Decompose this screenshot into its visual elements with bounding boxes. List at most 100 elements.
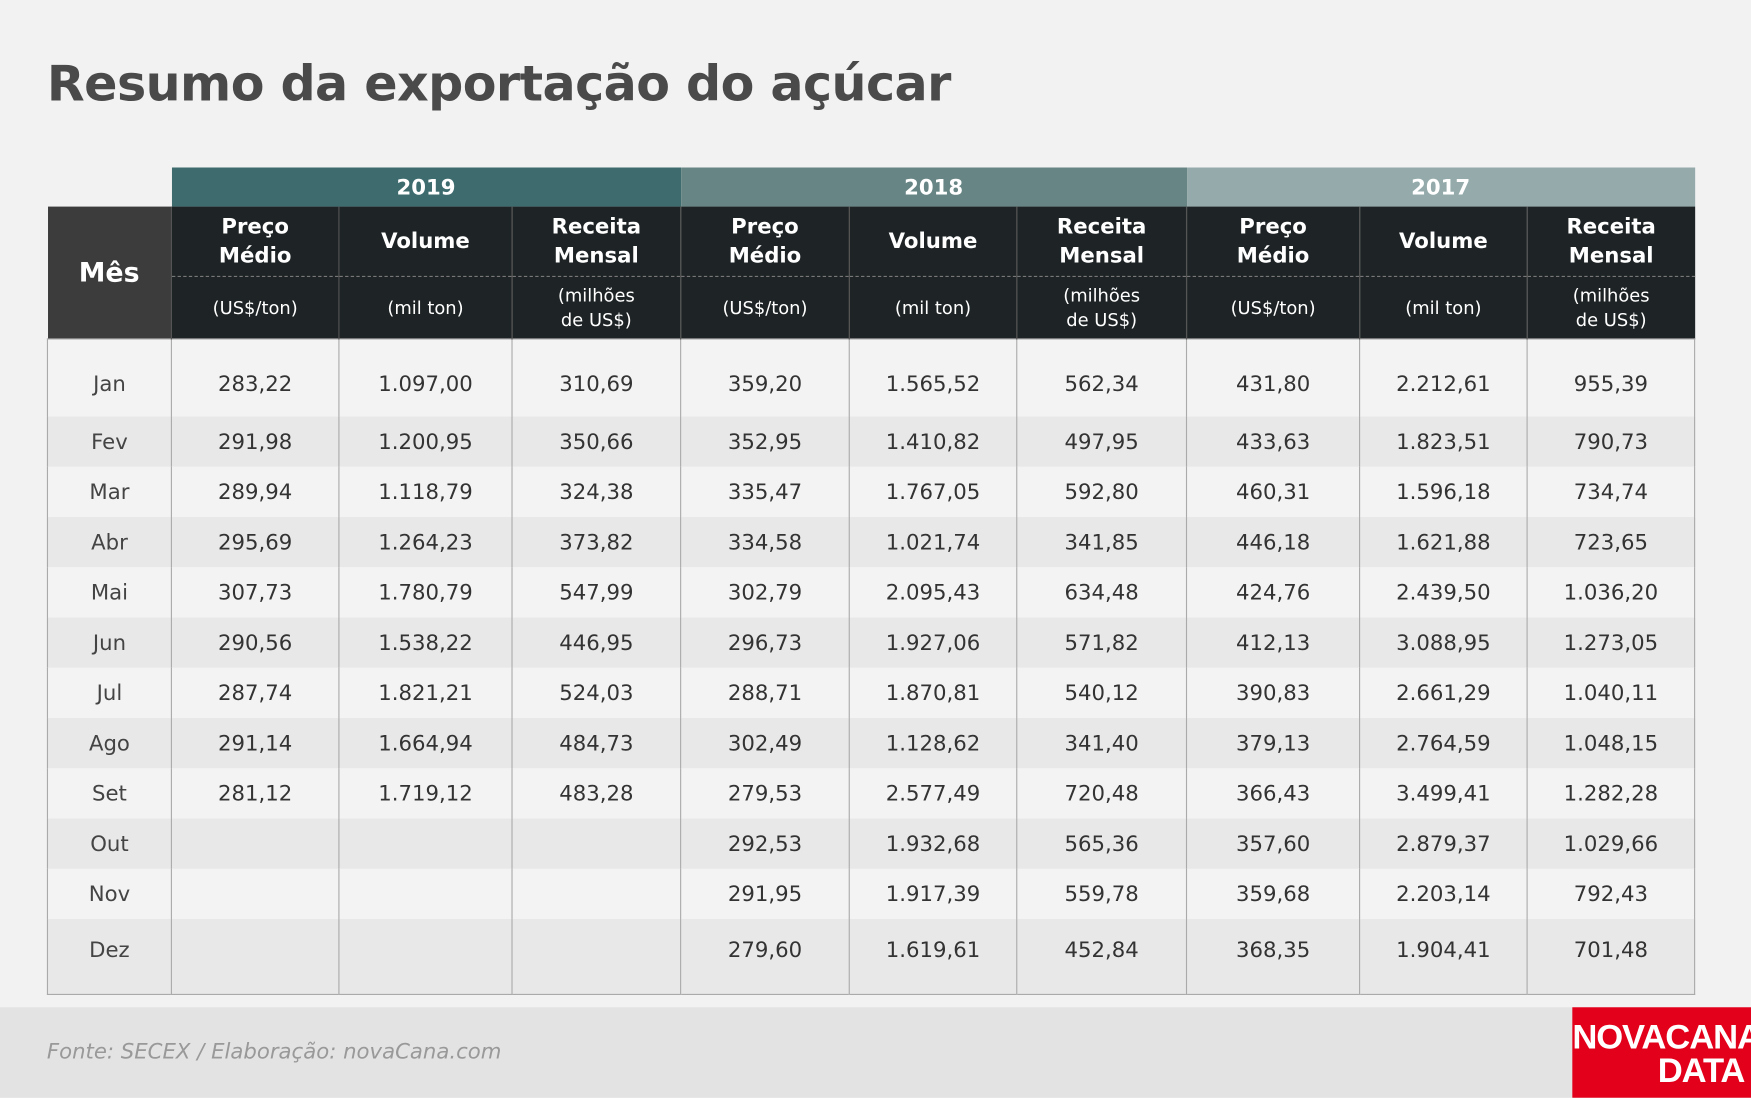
value-cell: 565,36 xyxy=(1016,818,1187,869)
month-cell: Nov xyxy=(47,868,172,920)
value-cell: 287,74 xyxy=(170,667,339,719)
value-cell: 352,95 xyxy=(680,416,850,467)
value-cell: 373,82 xyxy=(511,517,681,568)
value-cell: 3.088,95 xyxy=(1359,617,1528,668)
value-cell: 1.621,88 xyxy=(1359,517,1528,568)
value-cell: 1.780,79 xyxy=(338,567,513,618)
column-unit: (mil ton) xyxy=(1405,296,1482,318)
column-name: Receita Mensal xyxy=(1017,207,1186,277)
month-cell: Jul xyxy=(47,667,172,719)
value-cell: 424,76 xyxy=(1185,567,1360,618)
value-cell: 1.273,05 xyxy=(1526,617,1695,668)
value-cell: 1.036,20 xyxy=(1526,567,1695,618)
value-cell: 1.619,61 xyxy=(848,919,1017,995)
month-header: Mês xyxy=(47,206,172,339)
year-header: 2019 xyxy=(171,167,681,207)
month-cell: Ago xyxy=(47,718,172,769)
month-cell: Abr xyxy=(47,517,172,568)
month-cell: Jun xyxy=(47,617,172,668)
column-header: Preço Médio (US$/ton) xyxy=(170,206,339,339)
value-cell: 1.927,06 xyxy=(848,617,1017,668)
value-cell: 359,68 xyxy=(1185,868,1360,920)
value-cell: 2.212,61 xyxy=(1359,338,1528,417)
column-unit: (US$/ton) xyxy=(212,296,298,318)
value-cell: 2.577,49 xyxy=(848,768,1017,819)
value-cell: 1.410,82 xyxy=(848,416,1017,467)
column-unit: (milhões de US$) xyxy=(557,284,635,330)
logo-text: DATA xyxy=(1657,1050,1746,1090)
value-cell: 1.932,68 xyxy=(848,818,1017,869)
column-name: Volume xyxy=(849,207,1017,277)
column-name: Preço Médio xyxy=(681,207,849,277)
value-cell: 357,60 xyxy=(1185,818,1360,869)
value-cell: 334,58 xyxy=(680,517,850,568)
value-cell: 296,73 xyxy=(680,617,850,668)
value-cell: 2.095,43 xyxy=(848,567,1017,618)
month-cell: Dez xyxy=(47,919,172,995)
column-header: Volume (mil ton) xyxy=(1359,206,1528,339)
value-cell: 483,28 xyxy=(511,768,681,819)
value-cell: 289,94 xyxy=(170,466,339,518)
table-body: Jan 283,22 1.097,00 310,69 359,20 1.565,52 562… xyxy=(47,338,1695,995)
value-cell xyxy=(511,919,681,995)
value-cell: 292,53 xyxy=(680,818,850,869)
value-cell: 547,99 xyxy=(511,567,681,618)
value-cell: 1.917,39 xyxy=(848,868,1017,920)
month-cell: Out xyxy=(47,818,172,869)
value-cell: 1.664,94 xyxy=(338,718,513,769)
value-cell: 1.128,62 xyxy=(848,718,1017,769)
value-cell: 281,12 xyxy=(170,768,339,819)
value-cell: 1.596,18 xyxy=(1359,466,1528,518)
value-cell xyxy=(338,919,513,995)
value-cell: 955,39 xyxy=(1526,338,1695,417)
value-cell: 2.203,14 xyxy=(1359,868,1528,920)
value-cell: 559,78 xyxy=(1016,868,1187,920)
value-cell xyxy=(338,818,513,869)
month-cell: Mai xyxy=(47,567,172,618)
column-unit: (mil ton) xyxy=(387,296,464,318)
value-cell: 1.282,28 xyxy=(1526,768,1695,819)
data-row: Jul 287,74 1.821,21 524,03 288,71 1.870,81 540… xyxy=(47,667,1695,719)
logo-text: NOVACANA xyxy=(1572,1017,1751,1057)
data-row: Fev 291,98 1.200,95 350,66 352,95 1.410,82 497… xyxy=(47,416,1695,467)
value-cell: 290,56 xyxy=(170,617,339,668)
value-cell: 279,60 xyxy=(680,919,850,995)
value-cell: 446,18 xyxy=(1185,517,1360,568)
value-cell: 634,48 xyxy=(1016,567,1187,618)
value-cell: 1.538,22 xyxy=(338,617,513,668)
value-cell: 283,22 xyxy=(170,338,339,417)
value-cell: 1.565,52 xyxy=(848,338,1017,417)
value-cell: 291,98 xyxy=(170,416,339,467)
value-cell xyxy=(170,868,339,920)
value-cell: 1.200,95 xyxy=(338,416,513,467)
value-cell: 359,20 xyxy=(680,338,850,417)
value-cell: 1.719,12 xyxy=(338,768,513,819)
value-cell: 3.499,41 xyxy=(1359,768,1528,819)
value-cell: 1.029,66 xyxy=(1526,818,1695,869)
column-unit: (US$/ton) xyxy=(1230,296,1316,318)
value-cell: 368,35 xyxy=(1185,919,1360,995)
value-cell: 792,43 xyxy=(1526,868,1695,920)
column-name: Receita Mensal xyxy=(1527,207,1695,277)
data-row: Set 281,12 1.719,12 483,28 279,53 2.577,49 720… xyxy=(47,768,1695,819)
value-cell: 734,74 xyxy=(1526,466,1695,518)
value-cell: 341,40 xyxy=(1016,718,1187,769)
data-row: Abr 295,69 1.264,23 373,82 334,58 1.021,74 341… xyxy=(47,517,1695,568)
value-cell: 379,13 xyxy=(1185,718,1360,769)
value-cell: 720,48 xyxy=(1016,768,1187,819)
value-cell: 279,53 xyxy=(680,768,850,819)
column-unit: (US$/ton) xyxy=(722,296,808,318)
value-cell: 295,69 xyxy=(170,517,339,568)
footer: Fonte: SECEX / Elaboração: novaCana.com … xyxy=(0,1007,1751,1098)
value-cell: 524,03 xyxy=(511,667,681,719)
column-name: Preço Médio xyxy=(1187,207,1360,277)
blank xyxy=(47,168,171,207)
logo: NOVACANA DATA xyxy=(1572,1007,1751,1098)
value-cell: 497,95 xyxy=(1016,416,1187,467)
value-cell xyxy=(338,868,513,920)
value-cell: 446,95 xyxy=(511,617,681,668)
value-cell: 1.904,41 xyxy=(1359,919,1528,995)
value-cell: 335,47 xyxy=(680,466,850,518)
